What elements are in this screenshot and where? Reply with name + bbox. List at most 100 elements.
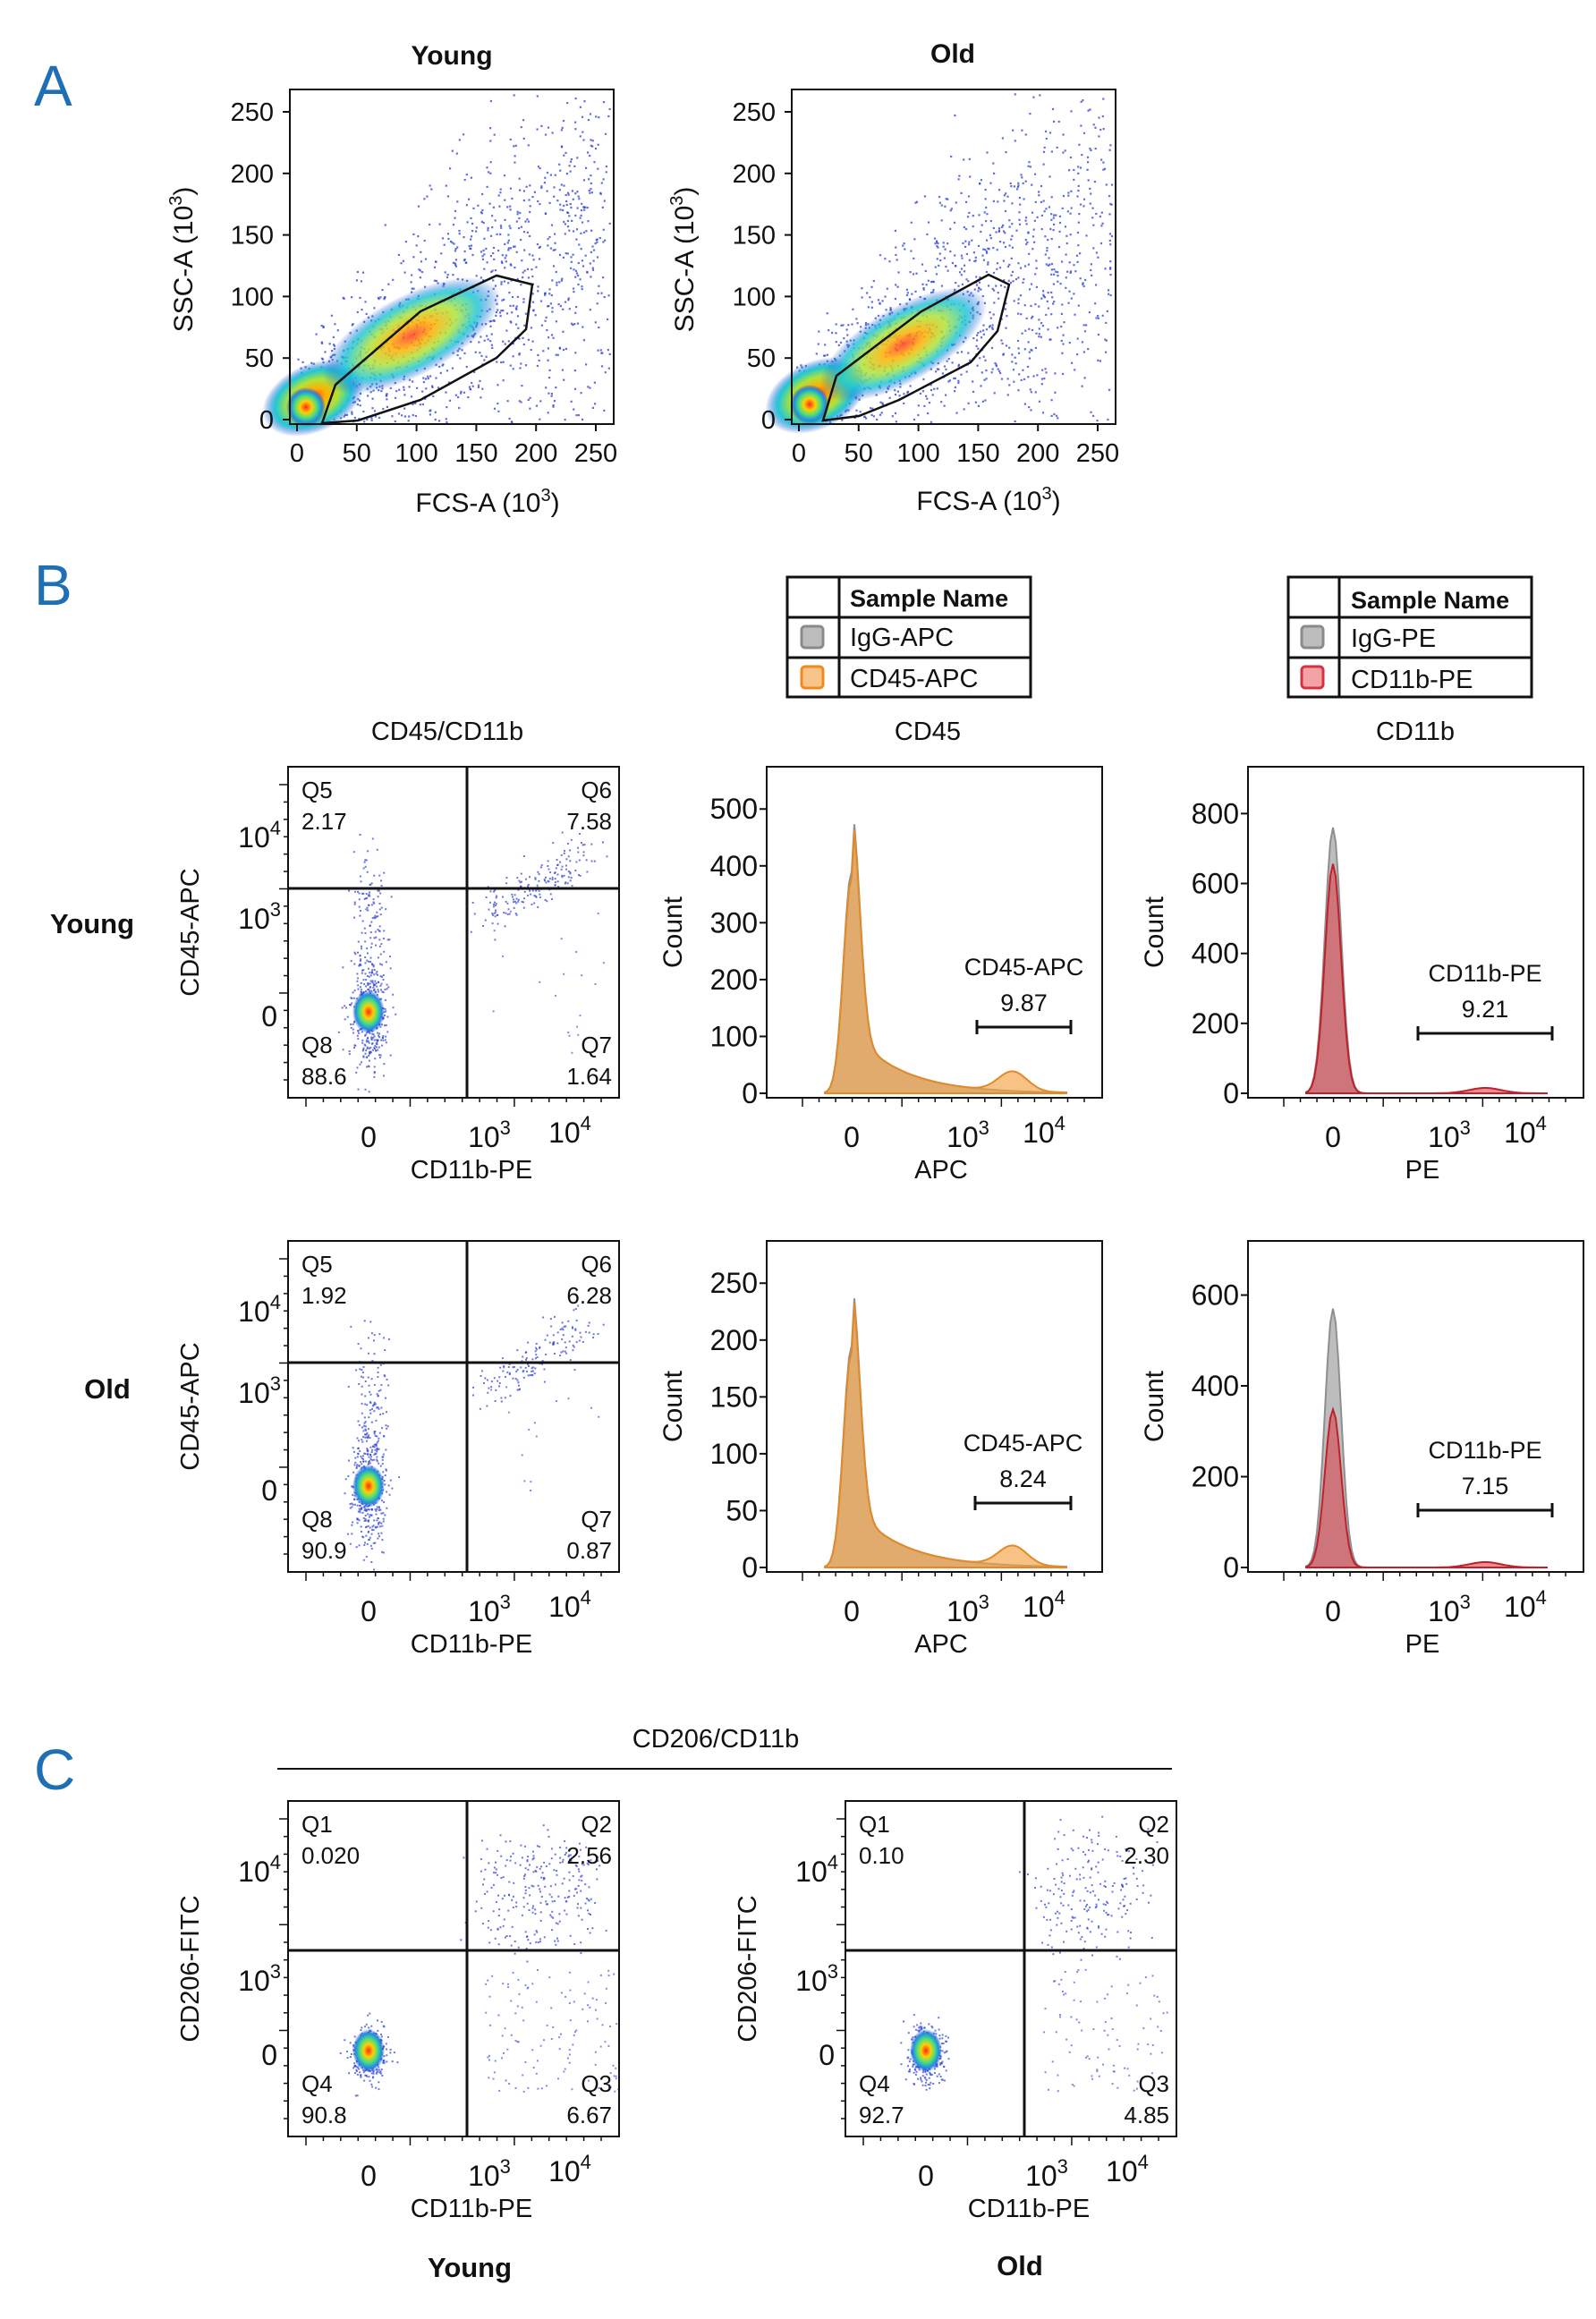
event-dot <box>421 390 424 393</box>
event-dot <box>386 1031 389 1033</box>
event-dot <box>517 1946 520 1949</box>
event-dot <box>575 1888 578 1890</box>
event-dot <box>894 412 897 414</box>
event-dot <box>922 287 925 290</box>
event-dot <box>951 361 954 364</box>
event-dot <box>905 293 909 297</box>
event-dot <box>597 1856 599 1858</box>
event-dot <box>570 322 573 325</box>
event-dot <box>532 1871 535 1873</box>
event-dot <box>403 388 405 391</box>
event-dot <box>552 842 555 845</box>
event-dot <box>584 206 587 208</box>
event-dot <box>1067 191 1070 194</box>
event-dot <box>602 241 605 243</box>
gate-polygon[interactable] <box>320 274 534 425</box>
event-dot <box>495 903 497 905</box>
event-dot <box>547 412 549 414</box>
event-dot <box>383 1435 385 1438</box>
event-dot <box>572 253 574 256</box>
event-dot <box>944 248 947 251</box>
x-axis-label: APC <box>914 1156 968 1185</box>
event-dot <box>495 1861 497 1864</box>
y-tick-label: 250 <box>733 98 776 127</box>
event-dot <box>905 288 908 291</box>
event-dot <box>516 877 519 879</box>
event-dot <box>361 1031 363 1033</box>
event-dot <box>367 1376 369 1379</box>
gate-value: 7.15 <box>1462 1473 1509 1499</box>
event-dot <box>930 281 933 284</box>
event-dot <box>973 288 976 291</box>
event-dot <box>451 242 454 244</box>
event-dot <box>522 1355 524 1358</box>
event-dot <box>484 919 487 922</box>
x-tick-label: 100 <box>896 439 939 468</box>
event-dot <box>374 917 377 920</box>
event-dot <box>509 247 512 250</box>
event-dot <box>412 413 414 417</box>
event-dot <box>987 263 989 266</box>
event-dot <box>505 1376 506 1378</box>
event-dot <box>518 337 521 340</box>
event-dot <box>360 981 362 984</box>
event-dot <box>1018 218 1021 221</box>
event-dot <box>518 177 521 180</box>
event-dot <box>364 956 367 958</box>
event-dot <box>945 394 947 396</box>
event-dot <box>539 418 541 420</box>
event-dot <box>376 1406 378 1409</box>
event-dot <box>434 411 437 413</box>
event-dot <box>372 1036 375 1039</box>
event-dot <box>597 167 599 170</box>
event-dot <box>539 866 542 869</box>
event-dot <box>999 241 1002 243</box>
event-dot <box>1019 267 1023 269</box>
event-dot <box>518 353 521 356</box>
event-dot <box>602 178 605 181</box>
event-dot <box>561 277 564 280</box>
event-dot <box>375 1509 378 1512</box>
event-dot <box>607 349 609 352</box>
event-dot <box>993 172 996 174</box>
event-dot <box>1034 346 1037 349</box>
event-dot <box>1052 217 1055 219</box>
event-dot <box>1075 254 1079 257</box>
event-dot <box>547 347 549 350</box>
event-dot <box>982 259 985 261</box>
event-dot <box>536 1931 539 1933</box>
event-dot <box>841 419 844 421</box>
event-dot <box>517 900 520 903</box>
event-dot <box>554 249 556 251</box>
event-dot <box>993 392 996 395</box>
event-dot <box>417 205 420 208</box>
event-dot <box>361 1412 363 1414</box>
event-dot <box>522 276 524 279</box>
event-dot <box>510 279 513 282</box>
event-dot <box>505 260 507 263</box>
event-dot <box>351 1524 353 1526</box>
event-dot <box>505 1865 507 1867</box>
event-dot <box>608 353 611 355</box>
event-dot <box>530 1490 532 1491</box>
event-dot <box>381 975 384 978</box>
gate-polygon[interactable] <box>821 273 1011 422</box>
quadrant-value: 2.17 <box>301 808 347 835</box>
event-dot <box>1108 149 1111 151</box>
event-dot <box>364 1034 367 1037</box>
event-dot <box>511 296 514 299</box>
event-dot <box>524 1931 527 1933</box>
event-dot <box>598 1415 600 1418</box>
event-dot <box>497 402 499 405</box>
event-dot <box>358 1544 361 1547</box>
event-dot <box>1020 174 1023 176</box>
event-dot <box>979 357 981 360</box>
event-dot <box>1041 369 1044 371</box>
event-dot <box>988 285 990 287</box>
event-dot <box>376 1450 378 1453</box>
event-dot <box>565 347 568 350</box>
event-dot <box>589 386 591 389</box>
event-dot <box>1005 302 1007 305</box>
